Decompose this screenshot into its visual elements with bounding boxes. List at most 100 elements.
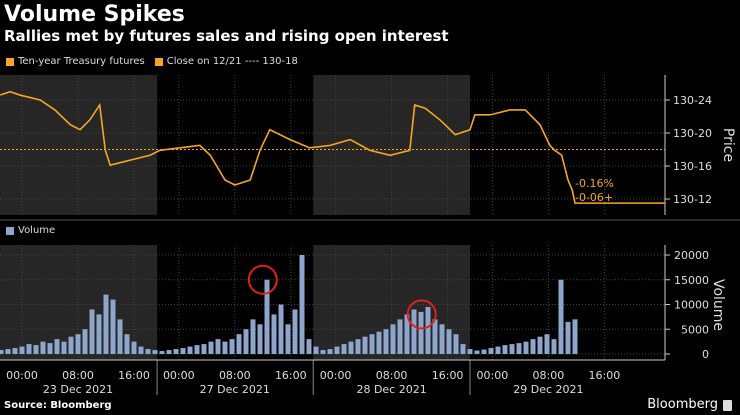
volume-bar xyxy=(523,341,529,354)
volume-bar xyxy=(264,279,270,354)
price-line xyxy=(0,90,666,204)
volume-bar xyxy=(397,319,403,354)
volume-bar xyxy=(481,349,487,354)
highlight-circle xyxy=(406,299,437,330)
volume-bar xyxy=(565,321,571,354)
volume-bar xyxy=(439,324,445,354)
x-tick-label: 00:00 xyxy=(477,369,509,382)
volume-bar xyxy=(432,319,438,354)
legend-volume: Volume xyxy=(6,225,55,236)
volume-bar xyxy=(334,346,340,354)
volume-bar xyxy=(376,331,382,354)
volume-bar xyxy=(348,341,354,354)
volume-bar xyxy=(425,306,431,354)
volume-bar xyxy=(152,350,158,354)
volume-bar xyxy=(390,324,396,354)
volume-bar xyxy=(488,348,494,354)
volume-bar xyxy=(5,349,11,354)
volume-bar xyxy=(453,334,459,354)
volume-bar xyxy=(572,319,578,354)
volume-bar xyxy=(495,346,501,354)
volume-bar xyxy=(299,255,305,354)
x-date-label: 23 Dec 2021 xyxy=(43,383,113,396)
volume-bar xyxy=(516,343,522,354)
volume-bar xyxy=(460,344,466,354)
source-note: Source: Bloomberg xyxy=(4,400,112,411)
volume-bar xyxy=(558,279,564,354)
volume-bar xyxy=(530,339,536,354)
legend-volume-swatch xyxy=(6,226,14,235)
volume-bar xyxy=(292,309,298,354)
volume-bar xyxy=(285,324,291,354)
volume-bar xyxy=(68,336,74,354)
volume-tick-label: 15000 xyxy=(674,274,709,287)
price-axis-title: Price xyxy=(720,128,736,162)
volume-bar xyxy=(166,350,172,354)
x-tick-label: 16:00 xyxy=(118,369,150,382)
volume-bar xyxy=(418,311,424,354)
volume-bar xyxy=(187,346,193,354)
price-tick-label: 130-16 xyxy=(673,160,712,173)
chart-subtitle: Rallies met by futures sales and rising … xyxy=(4,27,449,45)
x-tick-label: 16:00 xyxy=(589,369,621,382)
volume-bar xyxy=(201,344,207,354)
volume-axis-title: Volume xyxy=(710,279,726,331)
x-tick-label: 08:00 xyxy=(376,369,408,382)
legend-price-swatch xyxy=(6,57,14,66)
volume-bar xyxy=(327,349,333,354)
x-tick-label: 16:00 xyxy=(275,369,307,382)
volume-tick-label: 10000 xyxy=(674,299,709,312)
volume-bar xyxy=(341,344,347,354)
volume-tick-label: 0 xyxy=(702,348,709,361)
volume-bar xyxy=(75,334,81,354)
x-tick-label: 00:00 xyxy=(320,369,352,382)
x-date-label: 27 Dec 2021 xyxy=(200,383,270,396)
brand-logo: Bloomberg xyxy=(647,397,718,412)
legend-volume-label: Volume xyxy=(18,225,56,236)
volume-bar xyxy=(117,319,123,354)
legend-close-label: Close on 12/21 ---- 130-18 xyxy=(166,56,298,67)
volume-bar xyxy=(250,319,256,354)
volume-bar xyxy=(33,345,39,354)
volume-bar xyxy=(509,344,515,354)
volume-bar xyxy=(502,345,508,354)
volume-bar xyxy=(271,314,277,354)
volume-bar xyxy=(383,329,389,354)
volume-bar xyxy=(12,348,18,354)
x-tick-label: 00:00 xyxy=(6,369,38,382)
x-tick-label: 08:00 xyxy=(533,369,565,382)
volume-bar xyxy=(180,348,186,354)
volume-bar xyxy=(215,339,221,354)
volume-bar xyxy=(222,341,228,354)
volume-tick-label: 5000 xyxy=(681,323,709,336)
volume-bar xyxy=(537,336,543,354)
volume-bar xyxy=(103,294,109,354)
volume-bar xyxy=(229,339,235,354)
volume-bar xyxy=(411,309,417,354)
volume-bar xyxy=(446,329,452,354)
x-tick-label: 08:00 xyxy=(219,369,251,382)
annotation-pct-change: -0.16% xyxy=(575,177,614,190)
volume-bar xyxy=(306,339,312,354)
volume-bar xyxy=(0,350,4,354)
chart-title: Volume Spikes xyxy=(4,2,185,27)
volume-bar xyxy=(173,349,179,354)
volume-bar xyxy=(110,299,116,354)
annotation-price-change: -0-06+ xyxy=(575,191,613,204)
price-tick-label: 130-24 xyxy=(673,94,712,107)
volume-bar xyxy=(369,334,375,354)
volume-bar xyxy=(131,341,137,354)
volume-bar xyxy=(355,339,361,354)
x-date-label: 29 Dec 2021 xyxy=(513,383,583,396)
volume-bar xyxy=(124,334,130,354)
highlight-circle xyxy=(247,264,278,295)
x-tick-label: 08:00 xyxy=(62,369,94,382)
x-date-label: 28 Dec 2021 xyxy=(356,383,426,396)
volume-bar xyxy=(544,334,550,354)
volume-bar xyxy=(313,346,319,354)
bloomberg-icon xyxy=(723,400,732,411)
volume-bar xyxy=(61,341,67,354)
volume-bar xyxy=(26,344,32,354)
volume-bar xyxy=(257,324,263,354)
legend-price: Ten-year Treasury futures Close on 12/21… xyxy=(6,56,298,67)
